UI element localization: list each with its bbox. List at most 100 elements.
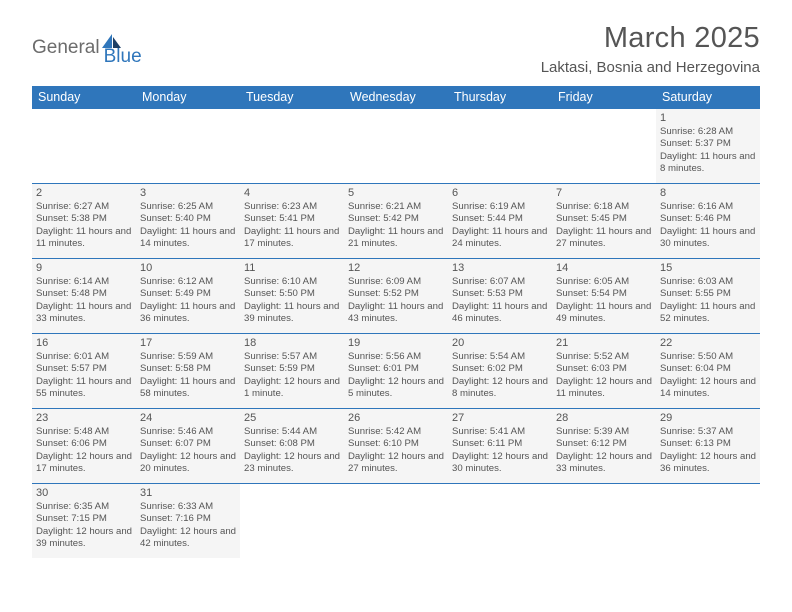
calendar-cell: 18Sunrise: 5:57 AMSunset: 5:59 PMDayligh… [240, 334, 344, 408]
day-header-cell: Tuesday [240, 86, 344, 109]
calendar-cell [448, 484, 552, 558]
calendar-cell: 26Sunrise: 5:42 AMSunset: 6:10 PMDayligh… [344, 409, 448, 483]
sunset-text: Sunset: 5:48 PM [36, 288, 132, 300]
daylight-text: Daylight: 12 hours and 20 minutes. [140, 451, 236, 476]
sunset-text: Sunset: 5:49 PM [140, 288, 236, 300]
calendar-cell: 14Sunrise: 6:05 AMSunset: 5:54 PMDayligh… [552, 259, 656, 333]
daylight-text: Daylight: 12 hours and 30 minutes. [452, 451, 548, 476]
daylight-text: Daylight: 12 hours and 42 minutes. [140, 526, 236, 551]
daylight-text: Daylight: 11 hours and 39 minutes. [244, 301, 340, 326]
sunset-text: Sunset: 5:55 PM [660, 288, 756, 300]
day-number: 24 [140, 411, 236, 425]
sunrise-text: Sunrise: 5:44 AM [244, 426, 340, 438]
sunrise-text: Sunrise: 6:19 AM [452, 201, 548, 213]
daylight-text: Daylight: 11 hours and 36 minutes. [140, 301, 236, 326]
calendar-cell: 31Sunrise: 6:33 AMSunset: 7:16 PMDayligh… [136, 484, 240, 558]
daylight-text: Daylight: 11 hours and 21 minutes. [348, 226, 444, 251]
sunrise-text: Sunrise: 6:23 AM [244, 201, 340, 213]
day-header-row: SundayMondayTuesdayWednesdayThursdayFrid… [32, 86, 760, 109]
calendar-cell: 5Sunrise: 6:21 AMSunset: 5:42 PMDaylight… [344, 184, 448, 258]
title-block: March 2025 Laktasi, Bosnia and Herzegovi… [541, 22, 760, 76]
day-number: 2 [36, 186, 132, 200]
calendar-cell: 15Sunrise: 6:03 AMSunset: 5:55 PMDayligh… [656, 259, 760, 333]
calendar-cell: 11Sunrise: 6:10 AMSunset: 5:50 PMDayligh… [240, 259, 344, 333]
daylight-text: Daylight: 11 hours and 8 minutes. [660, 151, 756, 176]
sunset-text: Sunset: 5:37 PM [660, 138, 756, 150]
calendar-cell [448, 109, 552, 183]
sunset-text: Sunset: 5:58 PM [140, 363, 236, 375]
calendar-week: 1Sunrise: 6:28 AMSunset: 5:37 PMDaylight… [32, 109, 760, 183]
calendar-page: General Blue March 2025 Laktasi, Bosnia … [0, 0, 792, 568]
logo-text-general: General [32, 37, 100, 59]
calendar-cell: 27Sunrise: 5:41 AMSunset: 6:11 PMDayligh… [448, 409, 552, 483]
sunrise-text: Sunrise: 5:41 AM [452, 426, 548, 438]
calendar-cell: 19Sunrise: 5:56 AMSunset: 6:01 PMDayligh… [344, 334, 448, 408]
calendar-cell [552, 109, 656, 183]
daylight-text: Daylight: 12 hours and 27 minutes. [348, 451, 444, 476]
location-text: Laktasi, Bosnia and Herzegovina [541, 59, 760, 76]
daylight-text: Daylight: 11 hours and 58 minutes. [140, 376, 236, 401]
day-number: 30 [36, 486, 132, 500]
calendar-cell: 9Sunrise: 6:14 AMSunset: 5:48 PMDaylight… [32, 259, 136, 333]
day-number: 20 [452, 336, 548, 350]
day-number: 12 [348, 261, 444, 275]
sunrise-text: Sunrise: 6:33 AM [140, 501, 236, 513]
sunrise-text: Sunrise: 6:14 AM [36, 276, 132, 288]
calendar-cell: 4Sunrise: 6:23 AMSunset: 5:41 PMDaylight… [240, 184, 344, 258]
sunrise-text: Sunrise: 5:57 AM [244, 351, 340, 363]
daylight-text: Daylight: 12 hours and 5 minutes. [348, 376, 444, 401]
day-number: 26 [348, 411, 444, 425]
day-number: 10 [140, 261, 236, 275]
calendar-cell: 7Sunrise: 6:18 AMSunset: 5:45 PMDaylight… [552, 184, 656, 258]
calendar-cell: 2Sunrise: 6:27 AMSunset: 5:38 PMDaylight… [32, 184, 136, 258]
logo: General Blue [32, 28, 142, 68]
calendar-cell [344, 484, 448, 558]
sunset-text: Sunset: 5:40 PM [140, 213, 236, 225]
day-number: 31 [140, 486, 236, 500]
sunrise-text: Sunrise: 6:16 AM [660, 201, 756, 213]
day-number: 19 [348, 336, 444, 350]
sunset-text: Sunset: 5:52 PM [348, 288, 444, 300]
sunrise-text: Sunrise: 6:12 AM [140, 276, 236, 288]
daylight-text: Daylight: 12 hours and 14 minutes. [660, 376, 756, 401]
sunset-text: Sunset: 5:45 PM [556, 213, 652, 225]
sunrise-text: Sunrise: 6:28 AM [660, 126, 756, 138]
calendar-cell: 16Sunrise: 6:01 AMSunset: 5:57 PMDayligh… [32, 334, 136, 408]
daylight-text: Daylight: 12 hours and 39 minutes. [36, 526, 132, 551]
day-number: 11 [244, 261, 340, 275]
day-number: 22 [660, 336, 756, 350]
calendar-cell: 23Sunrise: 5:48 AMSunset: 6:06 PMDayligh… [32, 409, 136, 483]
daylight-text: Daylight: 11 hours and 55 minutes. [36, 376, 132, 401]
calendar-week: 23Sunrise: 5:48 AMSunset: 6:06 PMDayligh… [32, 408, 760, 483]
day-number: 7 [556, 186, 652, 200]
calendar-cell: 12Sunrise: 6:09 AMSunset: 5:52 PMDayligh… [344, 259, 448, 333]
calendar-week: 16Sunrise: 6:01 AMSunset: 5:57 PMDayligh… [32, 333, 760, 408]
day-number: 6 [452, 186, 548, 200]
sunrise-text: Sunrise: 5:54 AM [452, 351, 548, 363]
calendar-week: 30Sunrise: 6:35 AMSunset: 7:15 PMDayligh… [32, 483, 760, 558]
calendar-cell: 6Sunrise: 6:19 AMSunset: 5:44 PMDaylight… [448, 184, 552, 258]
day-number: 23 [36, 411, 132, 425]
sunrise-text: Sunrise: 6:01 AM [36, 351, 132, 363]
calendar-cell [552, 484, 656, 558]
logo-text-blue: Blue [104, 46, 142, 68]
day-number: 15 [660, 261, 756, 275]
day-header-cell: Thursday [448, 86, 552, 109]
calendar-cell [240, 484, 344, 558]
calendar-week: 9Sunrise: 6:14 AMSunset: 5:48 PMDaylight… [32, 258, 760, 333]
day-number: 18 [244, 336, 340, 350]
calendar-cell: 25Sunrise: 5:44 AMSunset: 6:08 PMDayligh… [240, 409, 344, 483]
sunrise-text: Sunrise: 6:10 AM [244, 276, 340, 288]
calendar-cell [240, 109, 344, 183]
sunset-text: Sunset: 5:46 PM [660, 213, 756, 225]
calendar-week: 2Sunrise: 6:27 AMSunset: 5:38 PMDaylight… [32, 183, 760, 258]
calendar-cell [32, 109, 136, 183]
sunrise-text: Sunrise: 5:46 AM [140, 426, 236, 438]
calendar-cell: 1Sunrise: 6:28 AMSunset: 5:37 PMDaylight… [656, 109, 760, 183]
calendar-cell: 24Sunrise: 5:46 AMSunset: 6:07 PMDayligh… [136, 409, 240, 483]
daylight-text: Daylight: 11 hours and 33 minutes. [36, 301, 132, 326]
day-number: 28 [556, 411, 652, 425]
calendar-cell: 17Sunrise: 5:59 AMSunset: 5:58 PMDayligh… [136, 334, 240, 408]
day-header-cell: Saturday [656, 86, 760, 109]
daylight-text: Daylight: 12 hours and 36 minutes. [660, 451, 756, 476]
